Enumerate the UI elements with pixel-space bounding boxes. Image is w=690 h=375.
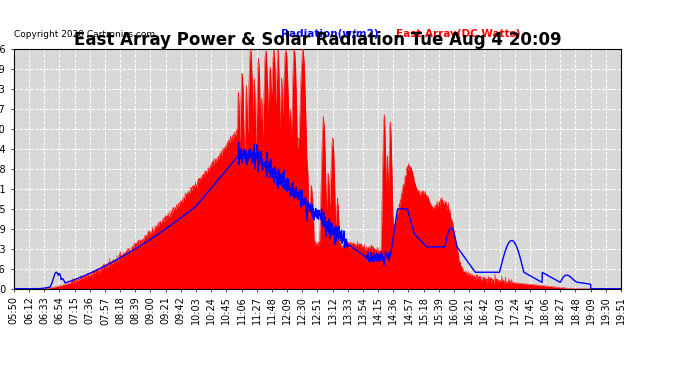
Text: Radiation(w/m2): Radiation(w/m2) [281,29,379,39]
Text: Copyright 2020 Cartronics.com: Copyright 2020 Cartronics.com [14,30,155,39]
Text: East Array(DC Watts): East Array(DC Watts) [396,29,521,39]
Title: East Array Power & Solar Radiation Tue Aug 4 20:09: East Array Power & Solar Radiation Tue A… [74,31,561,49]
